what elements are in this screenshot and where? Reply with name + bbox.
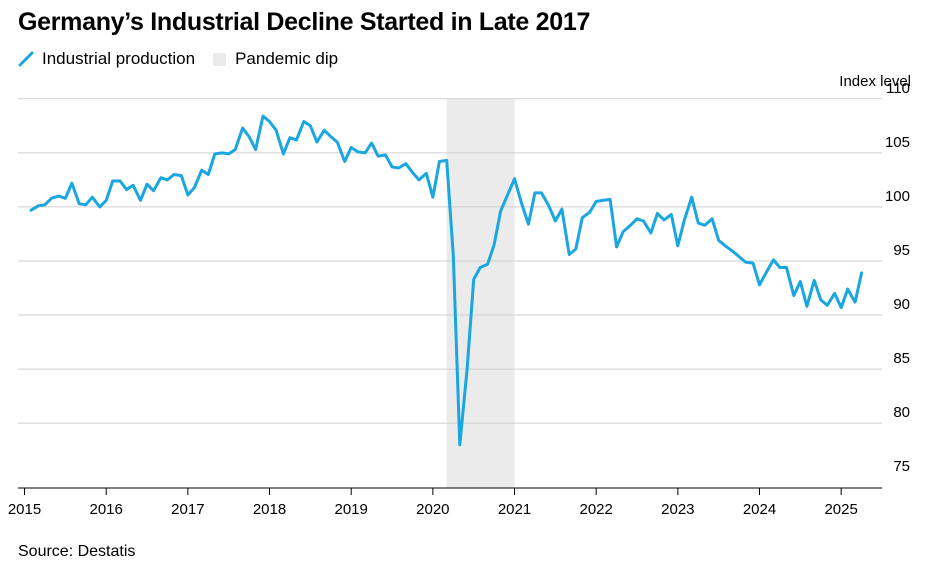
x-tick-label: 2025 <box>824 501 857 518</box>
x-tick-label: 2015 <box>8 501 41 518</box>
line-swatch-icon <box>18 51 34 67</box>
x-tick-label: 2022 <box>579 501 612 518</box>
x-tick-label: 2019 <box>334 501 367 518</box>
chart-title: Germany’s Industrial Decline Started in … <box>18 8 591 36</box>
source-note: Source: Destatis <box>18 543 136 560</box>
legend-label-industrial-production: Industrial production <box>42 49 196 68</box>
x-tick-label: 2021 <box>498 501 531 518</box>
y-tick-label: 110 <box>886 80 910 97</box>
x-tick-label: 2017 <box>171 501 204 518</box>
legend: Industrial production Pandemic dip <box>18 48 356 70</box>
y-tick-label: 75 <box>893 458 910 475</box>
x-tick-label: 2020 <box>416 501 449 518</box>
y-tick-label: 105 <box>885 134 910 151</box>
x-tick-label: 2023 <box>661 501 694 518</box>
legend-label-pandemic-dip: Pandemic dip <box>235 49 339 68</box>
y-axis-label: Index level <box>839 73 911 90</box>
legend-item-industrial-production: Industrial production <box>18 49 195 69</box>
shade-swatch-icon <box>213 52 227 66</box>
y-tick-label: 85 <box>893 350 910 367</box>
y-tick-label: 80 <box>893 404 910 421</box>
y-tick-label: 90 <box>893 296 910 313</box>
x-tick-label: 2024 <box>743 501 776 518</box>
x-tick-label: 2018 <box>253 501 286 518</box>
y-tick-label: 100 <box>885 188 910 205</box>
legend-item-pandemic-dip: Pandemic dip <box>213 49 338 69</box>
series-line-industrial-production <box>29 114 864 447</box>
pandemic-shade <box>446 98 515 488</box>
x-tick-label: 2016 <box>90 501 123 518</box>
y-tick-label: 95 <box>893 242 910 259</box>
